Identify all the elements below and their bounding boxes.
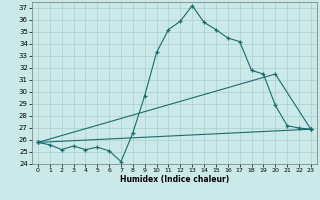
- X-axis label: Humidex (Indice chaleur): Humidex (Indice chaleur): [120, 175, 229, 184]
